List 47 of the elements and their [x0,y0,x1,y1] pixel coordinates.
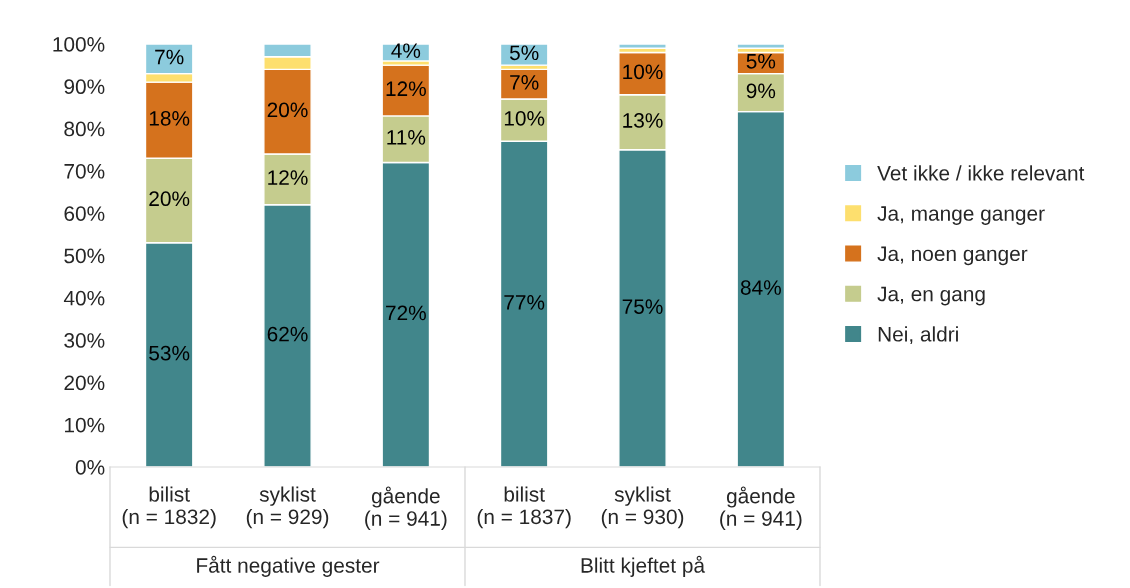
legend-label: Ja, noen ganger [877,246,1028,266]
data-label: 72% [386,305,426,321]
x-tick-label: bilist (n = 1832) [122,486,216,529]
data-label: 11% [387,130,426,145]
bar [618,44,667,49]
data-label: 10% [623,64,663,80]
x-tick-label: bilist (n = 1837) [477,486,571,529]
data-label: 77% [504,295,545,310]
data-label: 13% [623,113,663,128]
y-tick-label: 100% [53,37,105,52]
data-label: 62% [267,326,308,342]
x-tick-label: gående (n = 941) [720,486,802,530]
data-label: 18% [149,110,190,126]
y-tick-label: 80% [64,121,105,137]
legend-label: Vet ikke / ikke relevant [877,165,1085,181]
data-label: 12% [386,81,426,97]
text: Blitt kjeftet på [581,555,706,577]
legend-label: Ja, mange ganger [877,206,1045,225]
y-tick-label: 20% [64,375,105,391]
data-label: 7% [155,49,184,65]
data-label: 4% [391,43,421,58]
x-tick-label: syklist (n = 930) [601,486,684,529]
legend-label: Nei, aldri [878,326,958,345]
data-label: 84% [740,280,781,295]
y-tick-label: 70% [64,163,105,179]
bar [736,44,786,49]
y-tick-label: 30% [64,333,105,348]
data-label: 9% [746,83,776,99]
y-tick-label: 90% [64,79,105,95]
data-label: 20% [149,191,190,207]
data-label: 12% [268,170,308,185]
y-tick-label: 0% [75,460,105,475]
data-label: 7% [510,75,539,90]
legend-label: Ja, en gang [877,286,985,306]
x-tick-label: gående (n = 941) [365,486,447,530]
data-label: 5% [746,53,776,69]
y-tick-label: 60% [64,206,105,221]
data-label: 53% [149,345,190,361]
x-tick-label: syklist (n = 929) [246,486,329,529]
data-label: 75% [622,299,663,314]
text: Fått negative gester [197,555,380,577]
data-label: 5% [509,45,539,61]
data-label: 20% [267,102,308,118]
y-tick-label: 10% [65,417,105,433]
data-label: 10% [504,110,545,126]
y-tick-label: 40% [63,290,105,306]
y-tick-label: 50% [64,248,105,264]
